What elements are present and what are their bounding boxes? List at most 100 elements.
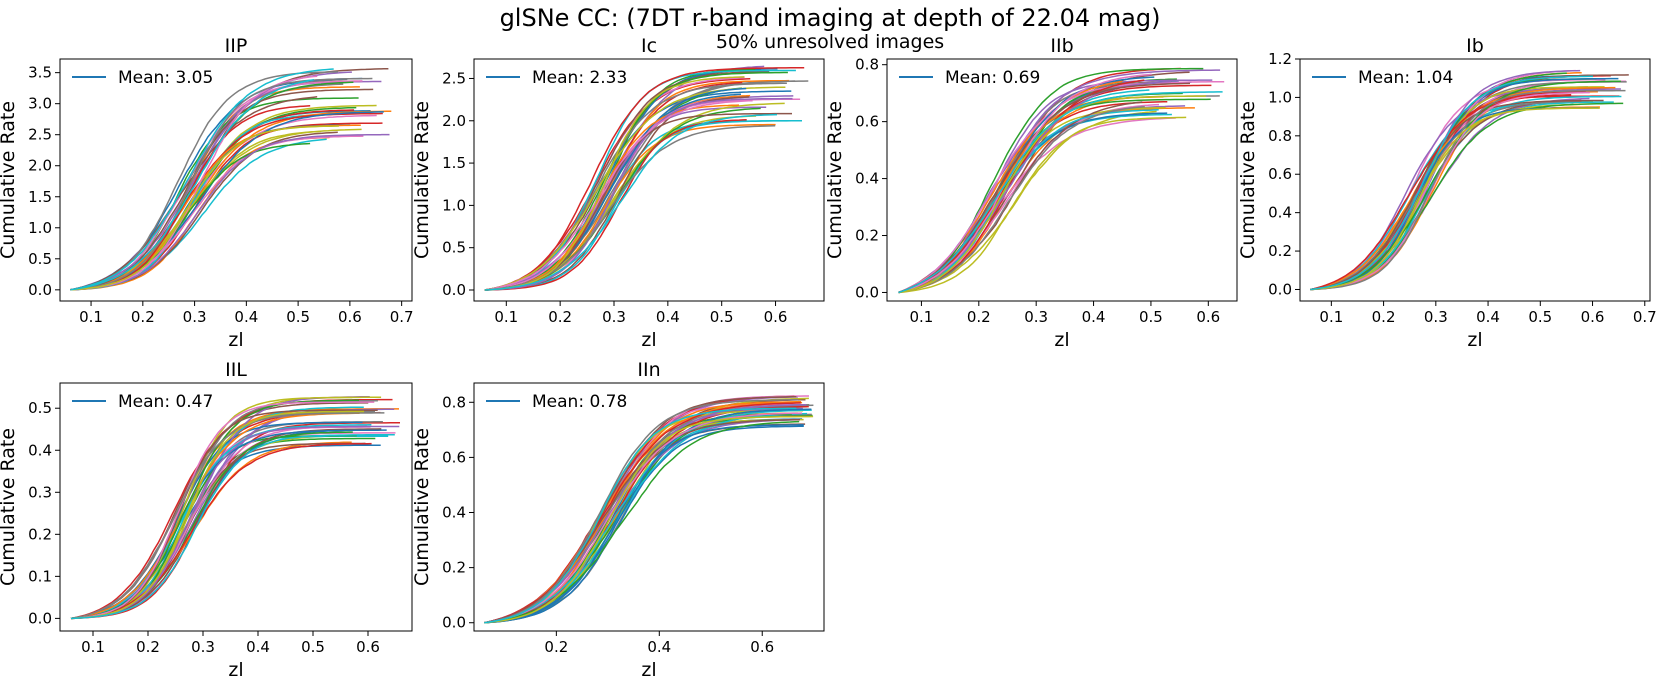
y-tick-label: 0.0 <box>855 283 879 301</box>
realization-line <box>484 395 809 624</box>
realization-line <box>484 98 801 291</box>
realization-line <box>1310 95 1620 291</box>
x-tick-label: 0.4 <box>246 638 270 656</box>
realization-line <box>70 78 315 291</box>
realization-line <box>484 403 801 624</box>
realization-curves <box>484 395 814 624</box>
realization-curves <box>1310 69 1629 291</box>
realization-line <box>70 429 381 620</box>
realization-line <box>70 421 363 620</box>
axes-frame <box>59 58 413 302</box>
y-tick-label: 0.2 <box>28 525 52 543</box>
realization-line <box>1310 91 1590 291</box>
realization-curves <box>484 65 809 291</box>
realization-line <box>1310 78 1606 291</box>
legend: Mean: 0.78 <box>486 392 627 412</box>
realization-line <box>484 401 801 624</box>
subplot-title: IIP <box>225 35 248 57</box>
subplot-iib: 0.1 0.2 0.3 0.4 0.5 0.6 0.0 0.2 0.4 0.6 0.8 IIb zl Cu… <box>824 35 1238 351</box>
x-tick-label: 0.2 <box>1372 308 1396 326</box>
x-tick-label: 0.6 <box>764 308 788 326</box>
realization-line <box>70 135 364 291</box>
y-tick-label: 2.0 <box>28 157 52 175</box>
x-axis-label: zl <box>1467 329 1482 351</box>
y-tick-label: 0.0 <box>28 609 52 627</box>
realization-line <box>484 397 809 624</box>
legend-label: Mean: 0.47 <box>118 392 213 412</box>
x-tick-label: 0.6 <box>1581 308 1605 326</box>
x-tick-label: 0.6 <box>356 638 380 656</box>
y-tick-label: 0.0 <box>28 281 52 299</box>
x-tick-label: 0.6 <box>338 308 362 326</box>
realization-line <box>1310 99 1604 291</box>
realization-line <box>70 406 364 620</box>
x-tick-label: 0.5 <box>1528 308 1552 326</box>
realization-line <box>1310 86 1616 291</box>
y-tick-label: 1.5 <box>442 154 466 172</box>
x-tick-label: 0.1 <box>909 308 933 326</box>
realization-line <box>70 68 334 291</box>
y-tick-label: 0.0 <box>442 614 466 632</box>
axes-frame <box>1299 58 1651 302</box>
y-tick-label: 1.0 <box>442 196 466 214</box>
legend: Mean: 0.47 <box>72 392 213 412</box>
realization-line <box>898 67 1204 294</box>
realization-line <box>484 119 802 291</box>
y-axis-label: Cumulative Rate <box>411 101 433 259</box>
realization-line <box>70 125 339 291</box>
x-tick-label: 0.3 <box>191 638 215 656</box>
y-tick-label: 0.8 <box>855 56 879 74</box>
realization-line <box>484 409 804 624</box>
legend-label: Mean: 0.69 <box>945 68 1040 88</box>
realization-line <box>1310 103 1581 291</box>
y-tick-label: 0.2 <box>442 559 466 577</box>
subplot-title: IIn <box>637 359 660 381</box>
y-axis-label: Cumulative Rate <box>824 101 846 259</box>
axes-frame <box>473 58 825 302</box>
realization-line <box>484 76 745 291</box>
x-tick-label: 0.3 <box>1024 308 1048 326</box>
realization-line <box>1310 78 1597 291</box>
x-tick-label: 0.4 <box>656 308 680 326</box>
axes-frame <box>473 382 825 632</box>
realization-line <box>70 433 395 620</box>
realization-line <box>1310 87 1577 291</box>
realization-line <box>70 432 396 620</box>
realization-line <box>898 91 1223 294</box>
y-tick-label: 0.6 <box>442 448 466 466</box>
realization-line <box>484 69 796 291</box>
realization-line <box>70 122 383 291</box>
y-tick-label: 1.5 <box>28 188 52 206</box>
realization-line <box>898 80 1123 294</box>
subplot-title: Ic <box>641 35 657 57</box>
realization-line <box>70 409 378 620</box>
x-tick-label: 0.6 <box>1196 308 1220 326</box>
y-tick-label: 1.0 <box>1268 88 1292 106</box>
subplot-title: Ib <box>1466 35 1484 57</box>
subplot-title: IIb <box>1050 35 1073 57</box>
y-tick-label: 0.4 <box>442 504 466 522</box>
realization-line <box>898 80 1172 294</box>
y-tick-label: 0.8 <box>1268 127 1292 145</box>
y-axis-label: Cumulative Rate <box>411 428 433 586</box>
realization-line <box>70 114 377 291</box>
realization-line <box>484 418 798 624</box>
figure-title: glSNe CC: (7DT r-band imaging at depth o… <box>500 4 1161 32</box>
realization-line <box>898 89 1150 294</box>
x-tick-label: 0.4 <box>1476 308 1500 326</box>
realization-line <box>484 80 809 291</box>
realization-line <box>70 431 353 620</box>
y-tick-label: 0.6 <box>855 113 879 131</box>
x-tick-label: 0.5 <box>710 308 734 326</box>
y-tick-label: 0.0 <box>442 281 466 299</box>
y-tick-label: 0.6 <box>1268 165 1292 183</box>
realization-line <box>70 442 366 620</box>
subplot-grid: 0.1 0.2 0.3 0.4 0.5 0.6 0.7 0.0 0.5 1.0 1.5 2.0 2.5 3… <box>0 35 1657 681</box>
y-axis-label: Cumulative Rate <box>0 428 19 586</box>
legend-label: Mean: 0.78 <box>532 392 627 412</box>
x-tick-label: 0.4 <box>1082 308 1106 326</box>
y-tick-label: 1.0 <box>28 219 52 237</box>
realization-line <box>1310 97 1590 291</box>
x-tick-label: 0.5 <box>301 638 325 656</box>
legend: Mean: 0.69 <box>899 68 1040 88</box>
